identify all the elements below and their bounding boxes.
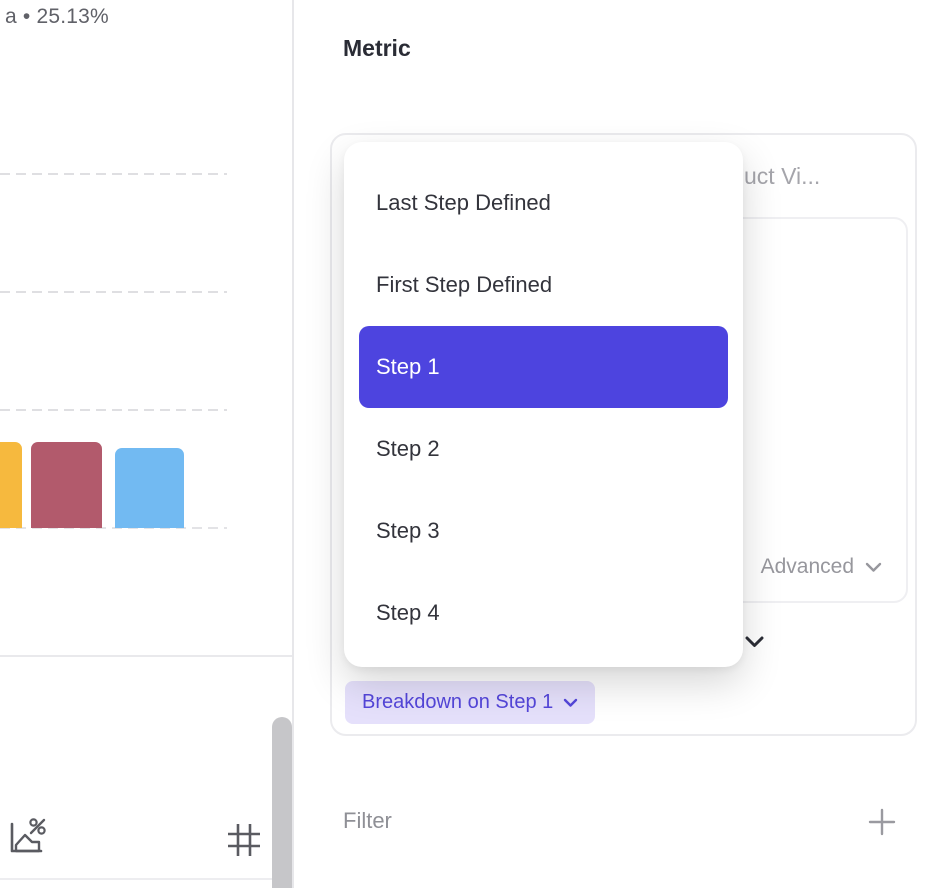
scrollbar-thumb[interactable] [272,717,292,888]
funnel-bar-1[interactable] [0,442,22,528]
step-select-dropdown: Last Step Defined First Step Defined Ste… [344,142,743,667]
gridline [0,291,227,293]
breakdown-label: Breakdown on Step 1 [362,691,554,713]
dropdown-item-last-step-defined[interactable]: Last Step Defined [376,190,551,215]
dropdown-item-step-1[interactable]: Step 1 [359,326,728,408]
chevron-down-icon [563,698,578,708]
dropdown-item-step-2[interactable]: Step 2 [376,436,440,461]
dropdown-item-first-step-defined[interactable]: First Step Defined [376,272,553,297]
gridline [0,173,227,175]
event-selector-label[interactable]: uct Vi... [744,163,821,189]
filter-section-label: Filter [343,808,392,833]
breakdown-button[interactable]: Breakdown on Step 1 [345,681,596,724]
series-legend-text: a • 25.13% [5,5,109,28]
advanced-toggle[interactable]: Advanced [761,555,882,579]
dropdown-item-step-4[interactable]: Step 4 [376,600,440,625]
funnel-bar-3[interactable] [115,448,184,528]
add-filter-button[interactable] [868,808,896,836]
grid-icon[interactable] [226,822,262,858]
advanced-label: Advanced [760,555,854,578]
panel-divider [292,0,294,888]
chart-panel: a • 25.13% [0,0,292,888]
collapse-chevron-icon[interactable] [744,635,765,649]
dropdown-item-step-3[interactable]: Step 3 [376,518,440,543]
gridline [0,409,227,411]
section-title: Metric [343,35,411,61]
panel-section-divider [0,655,292,657]
panel-bottom-border [0,878,272,880]
conversion-percent-chart-icon[interactable] [5,815,49,861]
funnel-bar-2[interactable] [31,442,102,528]
chevron-down-icon [865,562,882,573]
gridline-baseline [0,527,227,529]
